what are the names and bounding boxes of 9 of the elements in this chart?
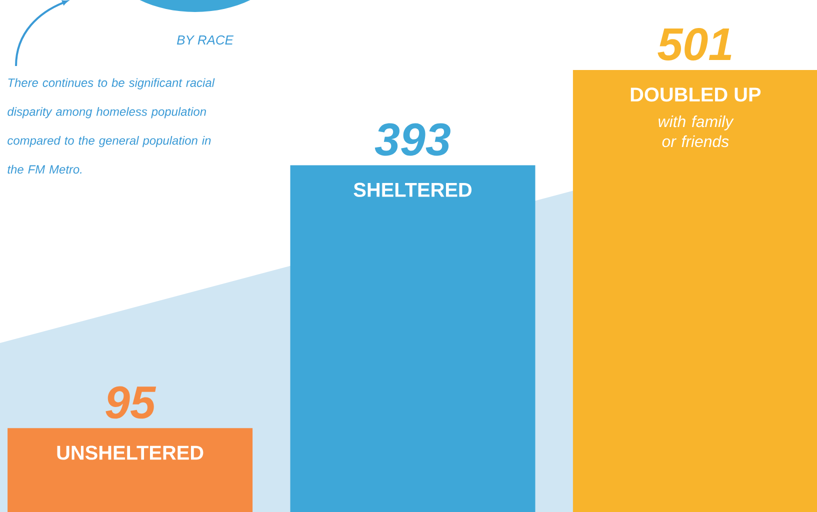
annotation: with family or friends [658, 116, 734, 148]
x-tick-label: SHELTERED [354, 182, 472, 197]
x-tick-label: UNSHELTERED [57, 446, 204, 460]
data-label: 501 [658, 28, 732, 60]
data-label: 95 [106, 386, 156, 419]
x-tick-label: DOUBLED UP [630, 88, 761, 102]
text: There continues to be significant racial disparity among homeless population compared to the general population in the FM Metro. [8, 78, 215, 174]
text: BY RACE [176, 35, 234, 45]
data-label: 393 [374, 123, 450, 156]
